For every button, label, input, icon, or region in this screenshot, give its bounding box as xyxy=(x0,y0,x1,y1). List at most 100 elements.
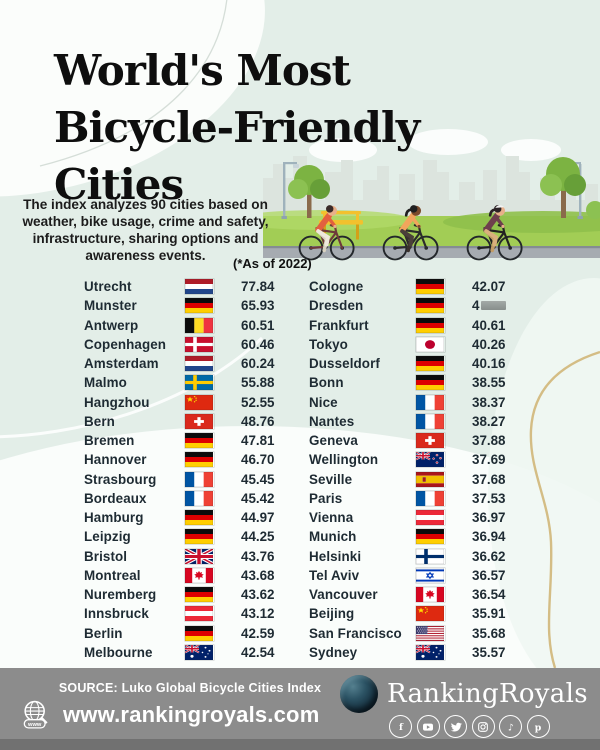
ranking-row: Strasbourg 45.45 xyxy=(84,470,300,489)
city-name: Hangzhou xyxy=(84,394,150,410)
flag-canada-icon xyxy=(416,587,445,603)
flag-germany-icon xyxy=(185,529,214,545)
city-name: Nuremberg xyxy=(84,587,157,603)
ranking-row: Munster 65.93 xyxy=(84,296,300,315)
street-lamp-icon xyxy=(281,162,299,219)
ranking-row: Leipzig 44.25 xyxy=(84,527,300,546)
tiktok-icon[interactable]: ♪ xyxy=(499,715,522,738)
score-value: 36.94 xyxy=(472,529,506,545)
flag-austria-icon xyxy=(416,510,445,526)
score-value: 37.88 xyxy=(472,433,506,449)
city-name: Bordeaux xyxy=(84,490,147,506)
flag-germany-icon xyxy=(185,433,214,449)
score-value: 35.57 xyxy=(472,644,506,660)
score-value: 40.16 xyxy=(472,356,506,372)
score-value: 35.68 xyxy=(472,625,506,641)
ranking-column-left: Utrecht 77.84 Munster 65.93 Antwerp 60.51 Cope… xyxy=(84,277,300,662)
score-value: 60.51 xyxy=(241,317,275,333)
flag-canada-icon xyxy=(185,567,214,583)
city-name: Dresden xyxy=(309,298,364,314)
flag-japan-icon xyxy=(416,336,445,352)
title-line: Cities xyxy=(54,160,184,210)
score-value: 40.26 xyxy=(472,336,506,352)
ranking-row: Nuremberg 43.62 xyxy=(84,585,300,604)
city-name: Innsbruck xyxy=(84,606,149,622)
score-value: 42.07 xyxy=(472,279,506,295)
ranking-row: Dresden 4 xyxy=(309,296,541,315)
brand-name: RankingRoyals xyxy=(387,679,588,709)
ranking-row: Hannover 46.70 xyxy=(84,450,300,469)
score-value: 40.61 xyxy=(472,317,506,333)
flag-spain-icon xyxy=(416,471,445,487)
twitter-icon[interactable] xyxy=(444,715,467,738)
obscured-score-patch xyxy=(481,301,507,311)
flag-netherlands-icon xyxy=(185,279,214,295)
brand-logo-block: RankingRoyals xyxy=(340,675,588,713)
score-value: 36.62 xyxy=(472,548,506,564)
svg-text:www: www xyxy=(27,722,42,728)
city-name: Bonn xyxy=(309,375,344,391)
city-name: Seville xyxy=(309,471,353,487)
ranking-row: Melbourne 42.54 xyxy=(84,643,300,662)
flag-germany-icon xyxy=(416,298,445,314)
city-name: Nantes xyxy=(309,413,355,429)
city-name: Copenhagen xyxy=(84,336,167,352)
city-name: Geneva xyxy=(309,433,358,449)
website-link[interactable]: www www.rankingroyals.com xyxy=(20,697,319,732)
flag-germany-icon xyxy=(416,356,445,372)
facebook-icon[interactable]: f xyxy=(389,715,412,738)
ranking-row: Nantes 38.27 xyxy=(309,412,541,431)
ranking-row: Amsterdam 60.24 xyxy=(84,354,300,373)
flag-germany-icon xyxy=(416,279,445,295)
score-value: 60.24 xyxy=(241,356,275,372)
ranking-row: Hangzhou 52.55 xyxy=(84,393,300,412)
flag-germany-icon xyxy=(416,317,445,333)
ranking-row: Antwerp 60.51 xyxy=(84,316,300,335)
flag-israel-icon xyxy=(416,567,445,583)
flag-switzerland-icon xyxy=(416,433,445,449)
flag-germany-icon xyxy=(185,625,214,641)
ranking-row: Hamburg 44.97 xyxy=(84,508,300,527)
ranking-row: Nice 38.37 xyxy=(309,393,541,412)
city-name: Wellington xyxy=(309,452,379,468)
city-name: San Francisco xyxy=(309,625,402,641)
city-name: Paris xyxy=(309,490,343,506)
score-value: 77.84 xyxy=(241,279,275,295)
flag-netherlands-icon xyxy=(185,356,214,372)
ranking-row: Frankfurt 40.61 xyxy=(309,316,541,335)
city-name: Munster xyxy=(84,298,137,314)
source-text: SOURCE: Luko Global Bicycle Cities Index xyxy=(58,681,322,695)
city-name: Leipzig xyxy=(84,529,131,545)
score-value: 36.54 xyxy=(472,587,506,603)
city-name: Cologne xyxy=(309,279,364,295)
flag-france-icon xyxy=(416,413,445,429)
city-skyline-silhouette xyxy=(263,156,600,220)
flag-switzerland-icon xyxy=(185,413,214,429)
score-value: 46.70 xyxy=(241,452,275,468)
flag-germany-icon xyxy=(185,298,214,314)
flag-germany-icon xyxy=(185,587,214,603)
ranking-row: San Francisco 35.68 xyxy=(309,624,541,643)
score-value: 35.91 xyxy=(472,606,506,622)
youtube-icon[interactable] xyxy=(416,715,440,738)
title-line: Bicycle-Friendly xyxy=(54,103,420,153)
ranking-row: Munich 36.94 xyxy=(309,527,541,546)
city-name: Bern xyxy=(84,413,115,429)
ranking-row: Geneva 37.88 xyxy=(309,431,541,450)
instagram-icon[interactable] xyxy=(471,715,495,738)
score-value: 36.97 xyxy=(472,510,506,526)
score-value: 45.42 xyxy=(241,490,275,506)
flag-germany-icon xyxy=(185,510,214,526)
score-value: 43.76 xyxy=(241,548,275,564)
ranking-row: Seville 37.68 xyxy=(309,470,541,489)
pinterest-icon[interactable]: p xyxy=(526,715,550,738)
city-name: Helsinki xyxy=(309,548,362,564)
ranking-row: Bonn 38.55 xyxy=(309,373,541,392)
website-url[interactable]: www.rankingroyals.com xyxy=(63,701,320,727)
city-name: Montreal xyxy=(84,567,141,583)
city-name: Vienna xyxy=(309,510,354,526)
score-value: 38.37 xyxy=(472,394,506,410)
score-value: 43.12 xyxy=(241,606,275,622)
ranking-row: Berlin 42.59 xyxy=(84,624,300,643)
